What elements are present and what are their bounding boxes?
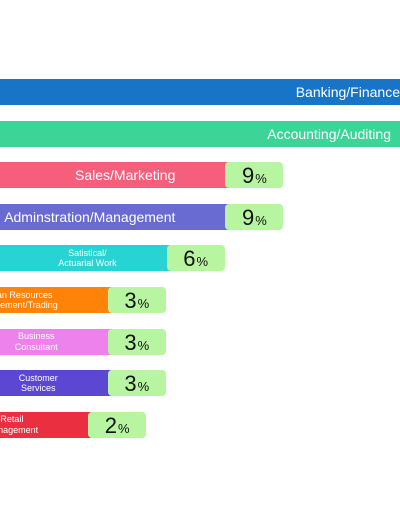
bar: Customer Services [0, 370, 116, 397]
category-label: Adminstration/Management [4, 208, 176, 225]
value-label: 3% [107, 328, 166, 355]
bar: Human Resources Management/Trading [0, 287, 116, 313]
category-label: Human Resources Management/Trading [0, 289, 58, 310]
value-label: 3% [107, 287, 166, 313]
value-label: 2% [88, 411, 147, 438]
bar: Banking/Finance [0, 79, 400, 105]
bar: Adminstration/Management [0, 203, 234, 230]
category-label: Retail Management [0, 414, 39, 435]
category-label: Satistical/ Actuarial Work [58, 248, 117, 269]
bar: Accounting/Auditing [0, 120, 400, 147]
category-label: Accounting/Auditing [267, 125, 391, 142]
value-label: 9% [225, 162, 284, 189]
bar: Sales/Marketing [0, 162, 234, 189]
category-label: Sales/Marketing [75, 167, 176, 184]
bar: Retail Management [0, 411, 97, 438]
value-label: 6% [166, 245, 225, 272]
value-label: 9% [225, 203, 284, 230]
category-label: Banking/Finance [295, 83, 400, 100]
value-label: 3% [107, 370, 166, 397]
category-label: Customer Services [18, 372, 58, 394]
bar: Business Consultant [0, 328, 116, 355]
bar: Satistical/ Actuarial Work [0, 245, 175, 272]
category-label: Business Consultant [14, 331, 58, 352]
